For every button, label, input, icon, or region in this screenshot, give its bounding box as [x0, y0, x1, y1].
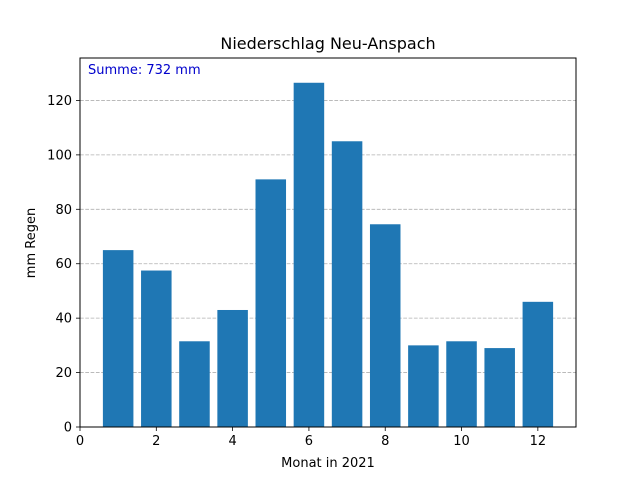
annotation-sum: Summe: 732 mm	[88, 63, 201, 78]
y-axis-ticks: 0 20 40 60 80 100 120	[47, 94, 80, 436]
y-tick-label: 60	[55, 257, 72, 272]
bar	[522, 301, 554, 427]
bar	[217, 309, 248, 427]
bar	[179, 341, 210, 427]
bar	[331, 141, 363, 428]
x-tick-label: 8	[381, 434, 389, 449]
y-tick-label: 80	[55, 203, 72, 218]
x-axis-ticks: 0 2 4 6 8 10 12	[76, 427, 546, 449]
x-tick-label: 4	[228, 434, 236, 449]
bar	[102, 250, 134, 427]
bar	[255, 179, 287, 427]
x-tick-label: 10	[453, 434, 470, 449]
y-axis-label: mm Regen	[24, 208, 39, 278]
y-tick-label: 20	[55, 366, 72, 381]
bar	[408, 345, 439, 427]
bar	[369, 224, 401, 427]
y-tick-label: 100	[47, 148, 72, 163]
chart-title: Niederschlag Neu-Anspach	[220, 34, 435, 53]
y-tick-label: 120	[47, 94, 72, 109]
bar	[293, 82, 325, 427]
x-tick-label: 12	[530, 434, 547, 449]
y-tick-label: 40	[55, 312, 72, 327]
bar	[141, 270, 172, 427]
plot-frame	[79, 57, 577, 428]
bar	[484, 348, 515, 427]
x-axis-label: Monat in 2021	[281, 456, 375, 471]
bar	[446, 341, 477, 427]
y-tick-label: 0	[64, 421, 72, 436]
bars	[102, 82, 554, 428]
x-tick-label: 0	[76, 434, 84, 449]
x-tick-label: 6	[305, 434, 313, 449]
x-tick-label: 2	[152, 434, 160, 449]
